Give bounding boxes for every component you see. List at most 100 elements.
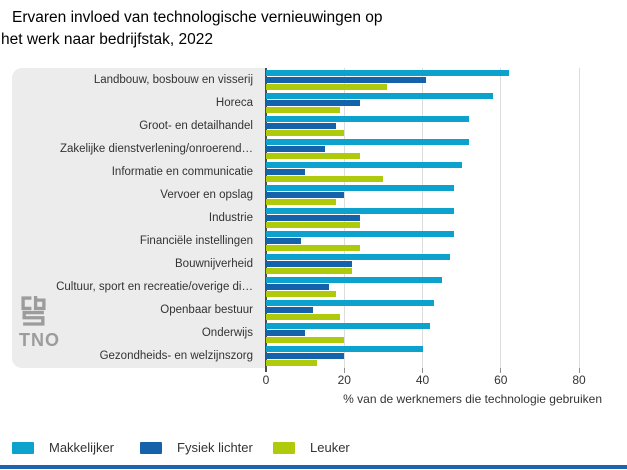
table-row: Cultuur, sport en recreatie/overige di… — [12, 276, 617, 299]
bar-leuker[interactable] — [266, 152, 360, 159]
bar-leuker[interactable] — [266, 268, 353, 275]
tickmark-60 — [500, 368, 502, 373]
bar-leuker[interactable] — [266, 222, 360, 228]
bar-rows: Landbouw, bosbouw en visserij Horeca Groot… — [12, 68, 617, 368]
legend-item-fysiek-lichter[interactable]: Fysiek lichter — [140, 440, 273, 455]
tick-label-0: 0 — [262, 373, 270, 387]
bar-fysiek-lichter[interactable] — [266, 284, 329, 291]
bar-group — [266, 161, 462, 182]
bar-makkelijker[interactable] — [266, 254, 450, 261]
category-label: Onderwijs — [201, 327, 253, 340]
bar-makkelijker[interactable] — [266, 208, 454, 214]
category-label-panel — [12, 68, 266, 368]
bar-leuker[interactable] — [266, 360, 317, 367]
bar-makkelijker[interactable] — [266, 92, 493, 99]
bar-group — [266, 346, 423, 367]
bar-makkelijker[interactable] — [266, 138, 470, 145]
bar-fysiek-lichter[interactable] — [266, 168, 306, 175]
bar-makkelijker[interactable] — [266, 346, 423, 353]
bar-makkelijker[interactable] — [266, 161, 462, 168]
bar-makkelijker[interactable] — [266, 231, 454, 238]
cbs-logo-icon — [21, 295, 46, 326]
category-label: Vervoer en opslag — [160, 188, 253, 201]
bar-makkelijker[interactable] — [266, 69, 509, 76]
bar-makkelijker[interactable] — [266, 115, 470, 122]
legend-label: Leuker — [310, 440, 350, 455]
category-label: Informatie en communicatie — [111, 165, 253, 178]
category-label: Gezondheids- en welzijnszorg — [99, 350, 253, 363]
bar-fysiek-lichter[interactable] — [266, 191, 345, 198]
table-row: Gezondheids- en welzijnszorg — [12, 345, 617, 368]
bar-leuker[interactable] — [266, 245, 360, 252]
legend-item-leuker[interactable]: Leuker — [273, 440, 350, 455]
bar-group — [266, 92, 493, 113]
bar-leuker[interactable] — [266, 175, 384, 182]
x-axis-title: % van de werknemers die technologie gebr… — [343, 392, 602, 406]
brand-bottom-rule — [0, 465, 627, 469]
table-row: Bouwnijverheid — [12, 253, 617, 276]
chart-title: Ervaren invloed van technologische verni… — [1, 7, 383, 51]
bar-fysiek-lichter[interactable] — [266, 238, 302, 245]
tick-label-60: 60 — [494, 373, 508, 387]
table-row: Vervoer en opslag — [12, 183, 617, 206]
bar-fysiek-lichter[interactable] — [266, 145, 325, 152]
bar-fysiek-lichter[interactable] — [266, 99, 360, 106]
bar-makkelijker[interactable] — [266, 277, 443, 284]
bar-makkelijker[interactable] — [266, 184, 454, 191]
category-label: Industrie — [208, 212, 253, 224]
bar-leuker[interactable] — [266, 83, 388, 90]
tick-label-80: 80 — [572, 373, 586, 387]
legend-label: Fysiek lichter — [177, 440, 253, 455]
table-row: Industrie — [12, 206, 617, 229]
bar-group — [266, 323, 431, 344]
tickmark-80 — [578, 368, 580, 373]
bar-leuker[interactable] — [266, 129, 345, 136]
bar-leuker[interactable] — [266, 314, 341, 321]
bar-group — [266, 231, 454, 252]
legend: Makkelijker Fysiek lichter Leuker — [12, 440, 350, 455]
table-row: Onderwijs — [12, 322, 617, 345]
bar-group — [266, 277, 443, 298]
table-row: Landbouw, bosbouw en visserij — [12, 68, 617, 91]
category-label: Landbouw, bosbouw en visserij — [93, 73, 253, 86]
table-row: Horeca — [12, 91, 617, 114]
bar-group — [266, 254, 450, 275]
bar-group — [266, 69, 509, 90]
bar-makkelijker[interactable] — [266, 323, 431, 330]
tick-label-40: 40 — [415, 373, 430, 387]
category-label: Bouwnijverheid — [175, 258, 253, 271]
table-row: Informatie en communicatie — [12, 160, 617, 183]
tick-label-20: 20 — [337, 373, 351, 387]
chart-title-line2: het werk naar bedrijfstak, 2022 — [1, 31, 213, 48]
legend-item-makkelijker[interactable]: Makkelijker — [12, 440, 140, 455]
category-label: Cultuur, sport en recreatie/overige di… — [56, 281, 253, 294]
bar-fysiek-lichter[interactable] — [266, 122, 337, 129]
bar-group — [266, 300, 435, 321]
category-label: Financiële instellingen — [139, 235, 253, 248]
table-row: Zakelijke dienstverlening/onroerend… — [12, 137, 617, 160]
category-label: Groot- en detailhandel — [139, 119, 253, 132]
chart-title-line1: Ervaren invloed van technologische verni… — [12, 9, 383, 26]
bar-fysiek-lichter[interactable] — [266, 76, 427, 83]
bar-fysiek-lichter[interactable] — [266, 261, 353, 268]
bar-fysiek-lichter[interactable] — [266, 307, 313, 314]
bar-leuker[interactable] — [266, 291, 337, 298]
bar-leuker[interactable] — [266, 337, 345, 344]
bar-group — [266, 115, 470, 136]
tickmark-40 — [422, 368, 423, 373]
bar-fysiek-lichter[interactable] — [266, 330, 306, 337]
legend-swatch — [140, 441, 162, 454]
bar-group — [266, 138, 470, 159]
bar-leuker[interactable] — [266, 198, 337, 205]
tno-logo: TNO — [19, 330, 60, 350]
bar-leuker[interactable] — [266, 106, 341, 113]
table-row: Openbaar bestuur — [12, 299, 617, 322]
gridline-60 — [500, 68, 502, 368]
legend-swatch — [273, 441, 295, 454]
category-label: Horeca — [215, 96, 253, 109]
bar-fysiek-lichter[interactable] — [266, 215, 360, 221]
bar-makkelijker[interactable] — [266, 300, 435, 307]
category-label: Zakelijke dienstverlening/onroerend… — [59, 142, 253, 155]
bar-fysiek-lichter[interactable] — [266, 353, 345, 360]
